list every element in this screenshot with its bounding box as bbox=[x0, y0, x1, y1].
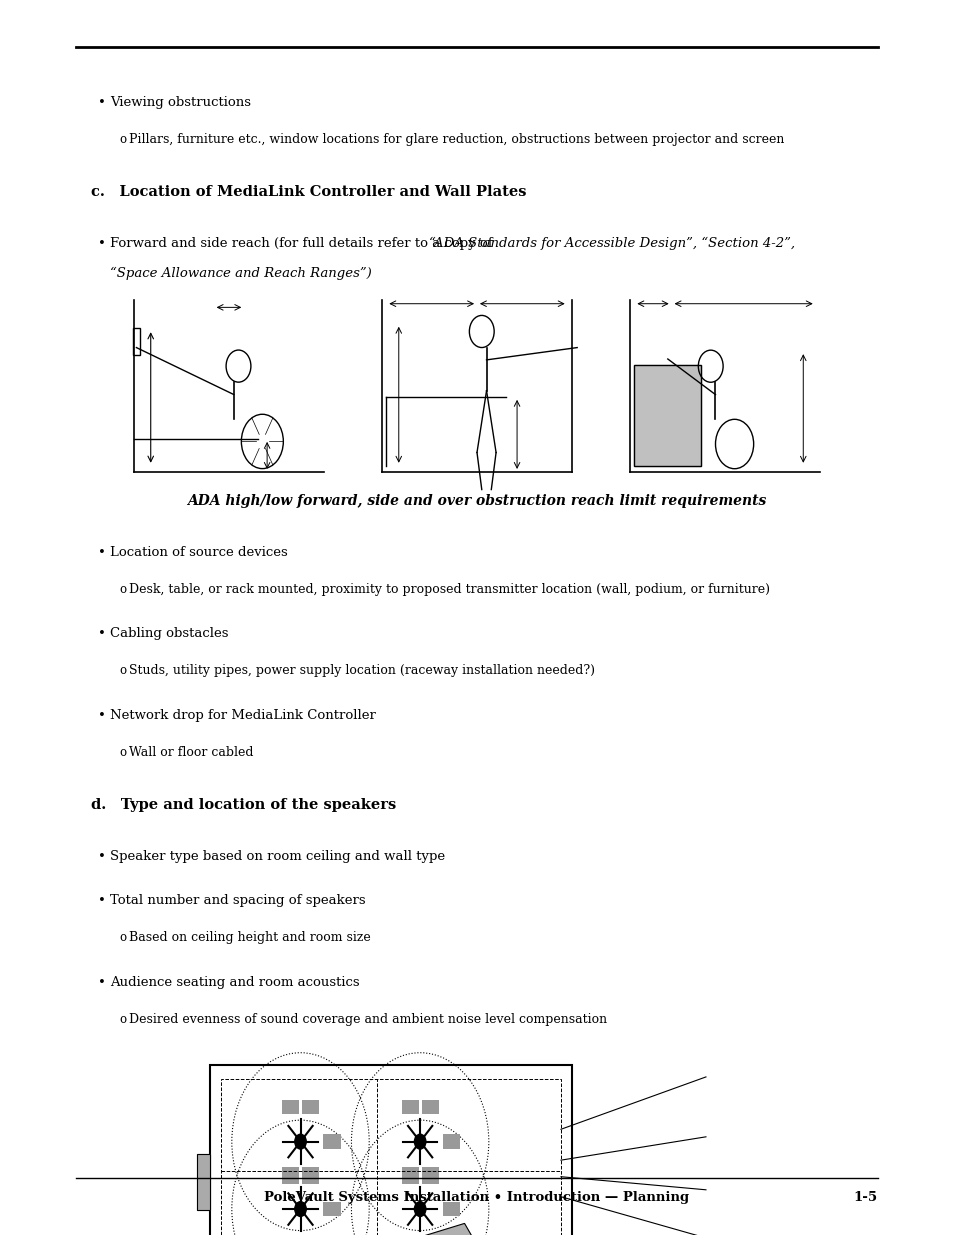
Text: o: o bbox=[119, 746, 126, 760]
Bar bbox=[401, 1168, 418, 1183]
Bar bbox=[281, 1167, 298, 1182]
Text: •: • bbox=[98, 709, 106, 722]
Text: Desk, table, or rack mounted, proximity to proposed transmitter location (wall, : Desk, table, or rack mounted, proximity … bbox=[129, 583, 769, 597]
Text: “ADA Standards for Accessible Design”, “Section 4-2”,: “ADA Standards for Accessible Design”, “… bbox=[429, 237, 795, 251]
Text: Total number and spacing of speakers: Total number and spacing of speakers bbox=[110, 894, 365, 908]
Text: Audience seating and room acoustics: Audience seating and room acoustics bbox=[110, 976, 359, 989]
Text: Based on ceiling height and room size: Based on ceiling height and room size bbox=[129, 931, 370, 945]
Text: •: • bbox=[98, 237, 106, 251]
Text: Forward and side reach (for full details refer to a copy of: Forward and side reach (for full details… bbox=[110, 237, 497, 251]
Text: Wall or floor cabled: Wall or floor cabled bbox=[129, 746, 253, 760]
Text: •: • bbox=[98, 894, 106, 908]
Bar bbox=[421, 1167, 438, 1182]
Text: •: • bbox=[98, 976, 106, 989]
Bar bbox=[442, 1202, 459, 1216]
Circle shape bbox=[294, 1134, 306, 1149]
Text: “Space Allowance and Reach Ranges”): “Space Allowance and Reach Ranges”) bbox=[110, 267, 371, 280]
Text: c. Location of MediaLink Controller and Wall Plates: c. Location of MediaLink Controller and … bbox=[91, 185, 525, 199]
Text: •: • bbox=[98, 850, 106, 863]
Text: Desired evenness of sound coverage and ambient noise level compensation: Desired evenness of sound coverage and a… bbox=[129, 1013, 606, 1026]
Polygon shape bbox=[422, 1224, 490, 1235]
Bar bbox=[301, 1168, 318, 1183]
Bar bbox=[323, 1134, 340, 1149]
Bar bbox=[281, 1099, 298, 1114]
Text: Pillars, furniture etc., window locations for glare reduction, obstructions betw: Pillars, furniture etc., window location… bbox=[129, 133, 783, 147]
Bar bbox=[132, 327, 140, 354]
Bar bbox=[197, 1155, 210, 1210]
Bar bbox=[401, 1167, 418, 1182]
Text: •: • bbox=[98, 546, 106, 559]
Bar bbox=[634, 366, 700, 466]
Text: •: • bbox=[98, 96, 106, 110]
Bar bbox=[634, 366, 700, 466]
Bar bbox=[442, 1134, 459, 1149]
Bar bbox=[197, 1155, 210, 1210]
Circle shape bbox=[294, 1202, 306, 1216]
Circle shape bbox=[414, 1202, 425, 1216]
Text: ADA high/low forward, side and over obstruction reach limit requirements: ADA high/low forward, side and over obst… bbox=[187, 494, 766, 508]
Text: Speaker type based on room ceiling and wall type: Speaker type based on room ceiling and w… bbox=[110, 850, 444, 863]
Bar bbox=[323, 1202, 340, 1216]
Text: d. Type and location of the speakers: d. Type and location of the speakers bbox=[91, 798, 395, 811]
Bar bbox=[210, 1065, 572, 1235]
Text: o: o bbox=[119, 133, 126, 147]
Bar bbox=[401, 1099, 418, 1114]
Bar bbox=[421, 1168, 438, 1183]
Text: o: o bbox=[119, 931, 126, 945]
Text: o: o bbox=[119, 583, 126, 597]
Text: o: o bbox=[119, 664, 126, 678]
Text: Location of source devices: Location of source devices bbox=[110, 546, 287, 559]
Text: Cabling obstacles: Cabling obstacles bbox=[110, 627, 228, 641]
Bar bbox=[281, 1168, 298, 1183]
Text: 1-5: 1-5 bbox=[853, 1191, 877, 1204]
Text: Network drop for MediaLink Controller: Network drop for MediaLink Controller bbox=[110, 709, 375, 722]
Text: PoleVault Systems Installation • Introduction — Planning: PoleVault Systems Installation • Introdu… bbox=[264, 1191, 689, 1204]
Text: •: • bbox=[98, 627, 106, 641]
Text: Viewing obstructions: Viewing obstructions bbox=[110, 96, 251, 110]
Bar bbox=[221, 1079, 560, 1235]
Circle shape bbox=[414, 1134, 425, 1149]
Text: Studs, utility pipes, power supply location (raceway installation needed?): Studs, utility pipes, power supply locat… bbox=[129, 664, 594, 678]
Bar bbox=[301, 1167, 318, 1182]
Bar bbox=[421, 1099, 438, 1114]
Bar bbox=[301, 1099, 318, 1114]
Text: o: o bbox=[119, 1013, 126, 1026]
